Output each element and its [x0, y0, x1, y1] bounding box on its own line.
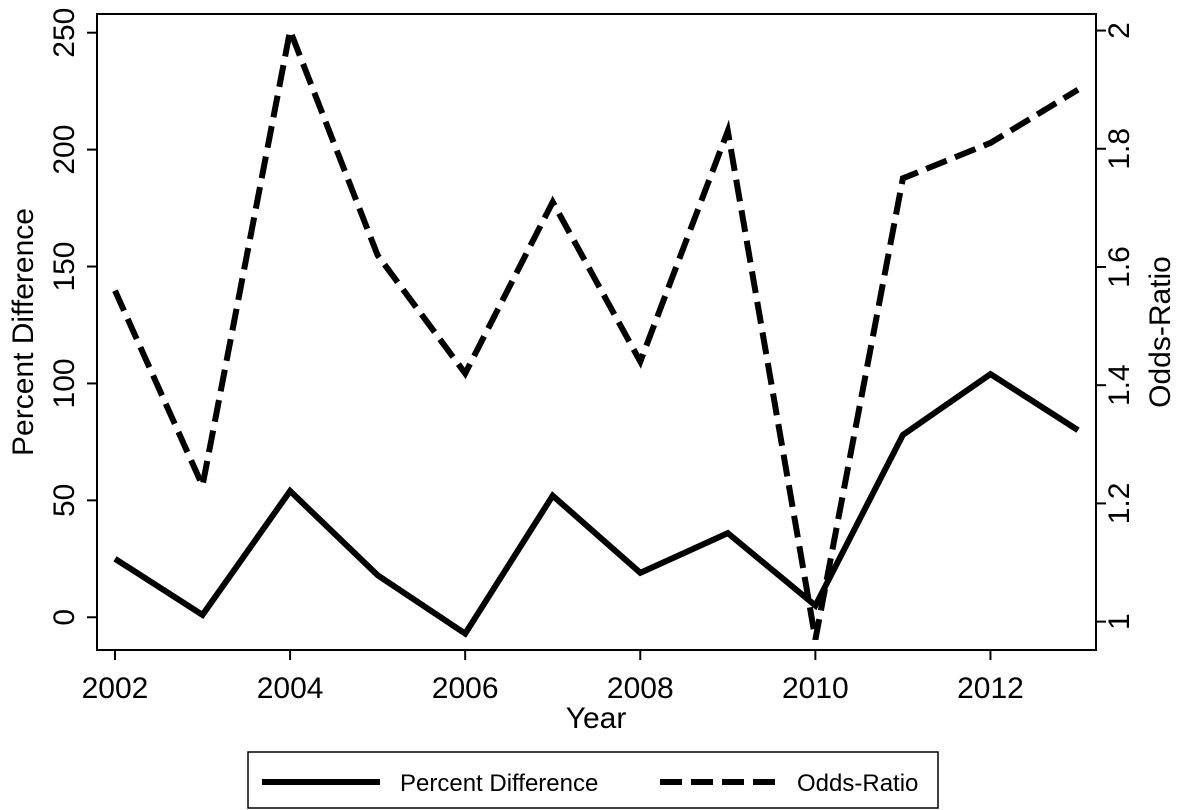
- y-axis-left-title: Percent Difference: [7, 208, 40, 456]
- series-line-odds-ratio: [112, 19, 1080, 640]
- y-right-tick-label-5: 2: [1103, 22, 1136, 39]
- y-right-tick-label-0: 1: [1103, 613, 1136, 630]
- series-line-percent-difference: [113, 370, 1080, 638]
- legend: Percent Difference Odds-Ratio: [247, 751, 939, 809]
- y-axis-left: 0 50 100 150 200 250: [48, 8, 97, 626]
- y-right-tick-label-4: 1.8: [1103, 128, 1136, 170]
- plot-area-frame: [96, 13, 1097, 651]
- y-left-tick-label-200: 200: [48, 125, 81, 175]
- series-layer: [112, 19, 1080, 640]
- x-axis: 2002 2004 2006 2008 2010 2012: [82, 650, 1024, 705]
- x-tick-label-2002: 2002: [82, 672, 149, 705]
- y-right-tick-label-1: 1.2: [1103, 483, 1136, 525]
- legend-label-percent-difference: Percent Difference: [400, 770, 598, 797]
- y-right-tick-label-3: 1.6: [1103, 246, 1136, 288]
- x-tick-label-2004: 2004: [257, 672, 324, 705]
- y-left-tick-label-100: 100: [48, 358, 81, 408]
- x-axis-title: Year: [566, 702, 627, 735]
- x-tick-label-2010: 2010: [782, 672, 849, 705]
- y-left-tick-label-150: 150: [48, 241, 81, 291]
- y-left-tick-label-0: 0: [48, 609, 81, 626]
- y-right-tick-label-2: 1.4: [1103, 364, 1136, 406]
- x-tick-label-2008: 2008: [607, 672, 674, 705]
- y-left-tick-label-50: 50: [48, 484, 81, 517]
- y-axis-right-title: Odds-Ratio: [1144, 256, 1177, 408]
- x-tick-label-2006: 2006: [432, 672, 499, 705]
- y-left-tick-label-250: 250: [48, 8, 81, 58]
- x-tick-label-2012: 2012: [957, 672, 1024, 705]
- legend-label-odds-ratio: Odds-Ratio: [797, 770, 918, 797]
- y-axis-right: 1 1.2 1.4 1.6 1.8 2: [1096, 22, 1136, 630]
